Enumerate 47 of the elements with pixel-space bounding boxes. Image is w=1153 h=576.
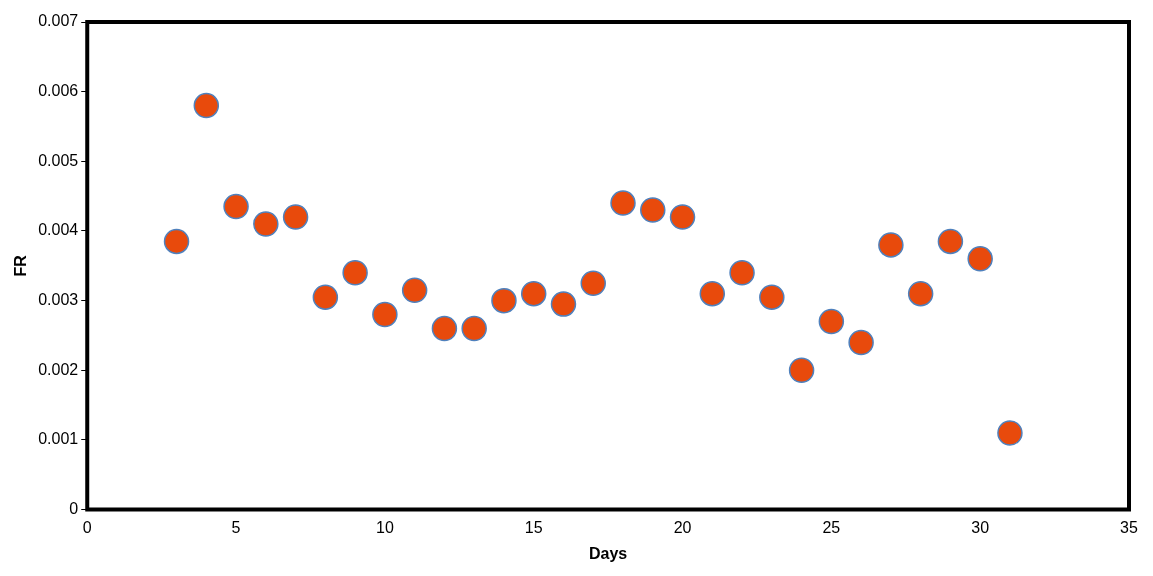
x-tick-label: 5	[231, 518, 241, 536]
point	[907, 280, 934, 307]
point	[431, 315, 458, 342]
x-tick-label: 35	[1120, 518, 1138, 536]
x-tick-label: 30	[971, 518, 990, 536]
point	[848, 329, 874, 356]
point	[699, 280, 726, 307]
y-tick-label: 0.002	[38, 360, 79, 378]
x-axis-title: Days	[588, 544, 628, 562]
y-tick-label: 0.007	[38, 12, 79, 30]
point	[163, 228, 190, 255]
x-tick-label: 10	[375, 518, 394, 536]
x-tick-label: 20	[673, 518, 692, 536]
y-axis-title: FR	[12, 254, 30, 277]
point	[759, 284, 785, 310]
point	[282, 204, 309, 230]
point	[550, 291, 577, 317]
point	[818, 308, 845, 335]
point	[788, 357, 815, 384]
point	[669, 204, 696, 230]
point	[967, 246, 993, 272]
point	[401, 277, 428, 303]
y-tick-label: 0.001	[38, 430, 79, 448]
y-tick-label: 0.003	[38, 291, 79, 309]
x-tick-label: 15	[524, 518, 543, 536]
y-tick-label: 0.006	[38, 82, 79, 100]
point	[223, 193, 249, 220]
point	[372, 301, 398, 328]
point	[312, 284, 339, 310]
x-tick-label: 0	[82, 518, 92, 536]
point	[610, 190, 636, 216]
point	[580, 270, 606, 296]
y-tick-label: 0.005	[38, 151, 79, 169]
point	[461, 315, 487, 342]
point	[253, 211, 279, 237]
point	[342, 260, 368, 286]
y-tick-label: 0	[69, 500, 79, 518]
point	[729, 260, 755, 286]
point	[193, 92, 220, 119]
x-tick-label: 25	[822, 518, 841, 536]
point	[937, 228, 964, 255]
y-tick-label: 0.004	[38, 221, 79, 239]
point	[640, 197, 666, 223]
point	[491, 287, 517, 314]
point	[520, 280, 547, 307]
point	[878, 232, 904, 258]
point	[997, 420, 1023, 446]
